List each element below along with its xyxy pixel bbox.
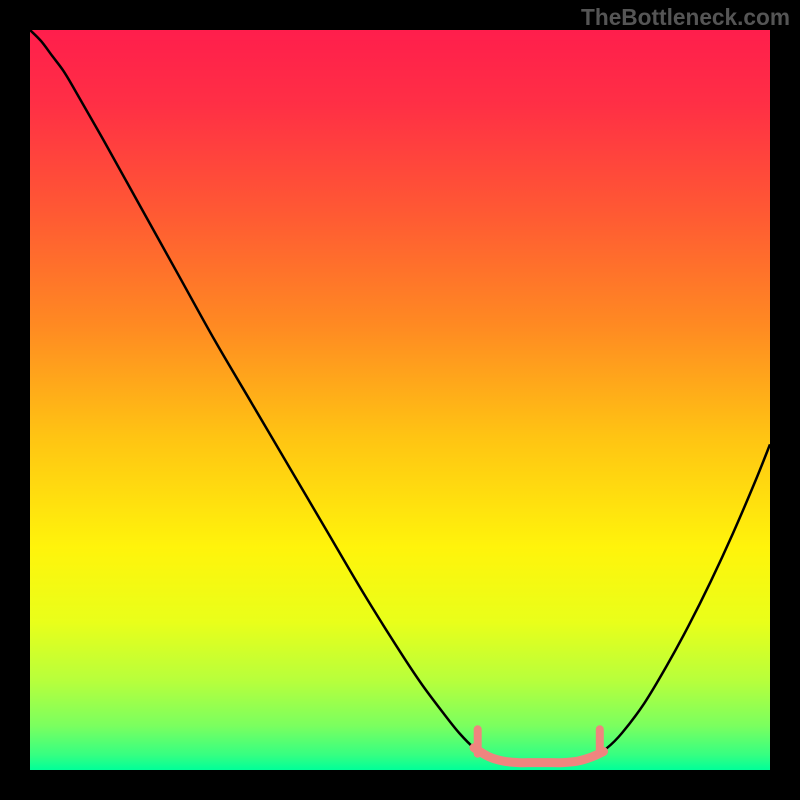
watermark-text: TheBottleneck.com: [581, 4, 790, 31]
gradient-background: [30, 30, 770, 770]
bottleneck-curve-chart: [30, 30, 770, 770]
chart-container: TheBottleneck.com: [0, 0, 800, 800]
plot-area: [30, 30, 770, 770]
